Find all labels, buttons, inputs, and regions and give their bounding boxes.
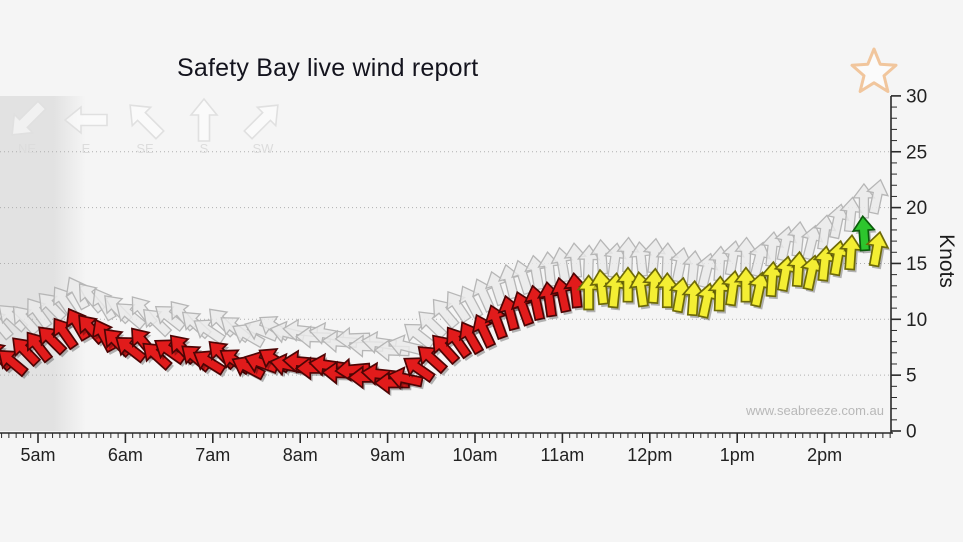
favorite-star-icon[interactable] [849, 45, 899, 97]
legend-arrow-sw [243, 104, 279, 140]
x-tick-label: 6am [108, 445, 143, 465]
wind-arrow-yellow [865, 230, 890, 268]
legend-arrow-s [189, 97, 219, 142]
gust-arrow [865, 178, 890, 215]
legend-label-se: SE [136, 141, 154, 156]
night-shading [0, 96, 87, 431]
legend-label-e: E [82, 141, 91, 156]
x-tick-label: 5am [20, 445, 55, 465]
y-tick-label: 5 [906, 366, 917, 387]
y-axis-title: Knots [935, 234, 958, 288]
x-tick-label: 1pm [720, 445, 755, 465]
wind-arrow-red [484, 304, 508, 341]
y-tick-label: 20 [906, 198, 927, 219]
x-tick-label: 7am [195, 445, 230, 465]
y-tick-label: 25 [906, 142, 927, 163]
legend-label-ne: NE [18, 141, 36, 156]
legend-arrow-ne [11, 100, 47, 136]
x-tick-label: 8am [283, 445, 318, 465]
x-tick-label: 11am [541, 445, 585, 465]
y-tick-label: 10 [906, 310, 927, 331]
legend-label-s: S [200, 141, 209, 156]
y-tick-label: 30 [906, 86, 927, 107]
y-tick-label: 0 [906, 422, 917, 443]
x-tick-label: 9am [370, 445, 405, 465]
x-tick-label: 2pm [807, 445, 842, 465]
legend-arrow-e [63, 105, 108, 135]
wind-arrow-red [471, 313, 497, 349]
x-tick-label: 12pm [627, 445, 672, 465]
legend-label-sw: SW [253, 141, 275, 156]
page-title: Safety Bay live wind report [177, 54, 479, 82]
x-tick-label: 10am [452, 445, 497, 465]
legend-arrow-se [129, 104, 165, 140]
wind-arrow-red [387, 366, 424, 390]
watermark: www.seabreeze.com.au [745, 403, 884, 418]
y-tick-label: 15 [906, 254, 927, 275]
